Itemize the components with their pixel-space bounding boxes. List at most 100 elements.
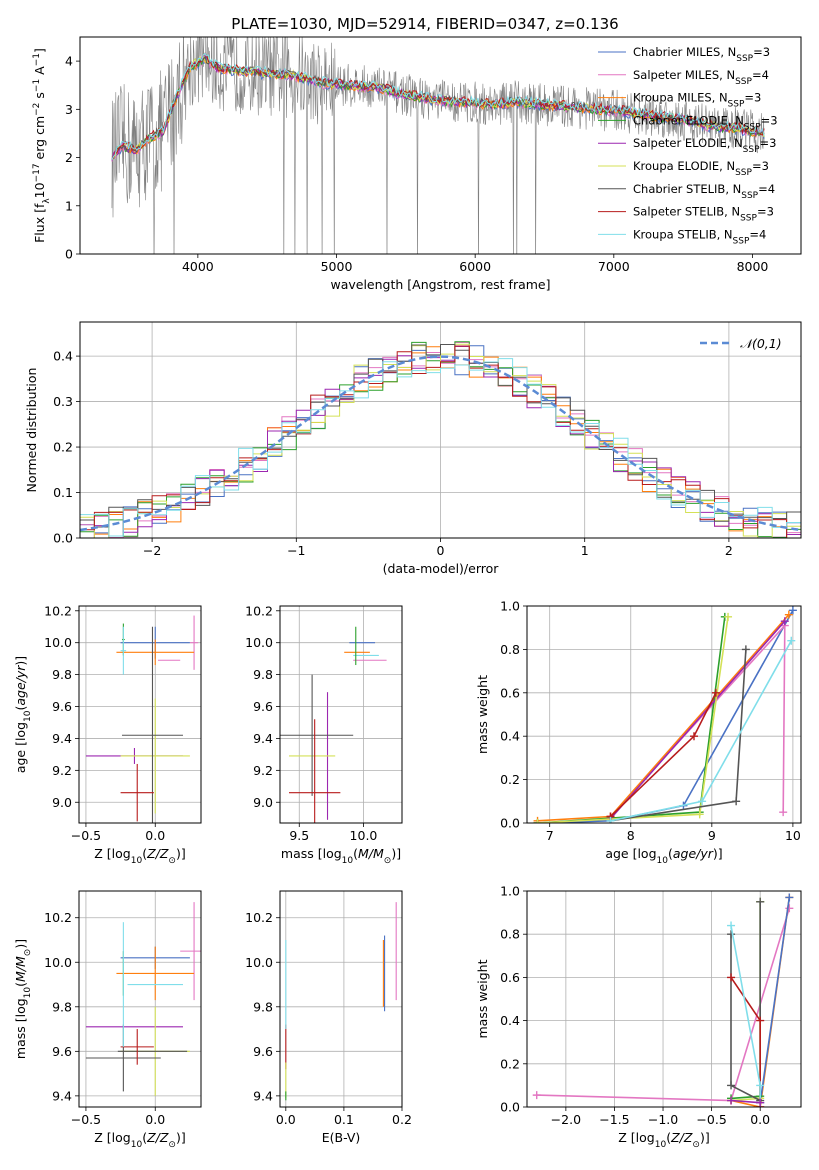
x-tick-label: −1.5 [599, 1112, 629, 1127]
age-vs-Z-frame [78, 605, 202, 824]
series-marker-salpeter_miles [532, 1091, 541, 1100]
y-tick-label: 0.0 [500, 1100, 520, 1115]
y-tick-label: 2 [65, 150, 73, 165]
spectrum-lines [111, 37, 765, 254]
x-tick-label: 8000 [737, 259, 769, 274]
legend-label: Chabrier ELODIE, NSSP=3 [633, 113, 778, 132]
massweight-vs-Z-frame [526, 890, 802, 1108]
hist-frame [79, 321, 802, 539]
x-axis-label: Z [log10(Z/Z⊙)] [618, 1130, 709, 1150]
series-marker-kroupa_stelib [698, 797, 707, 806]
y-tick-label: 9.6 [253, 699, 273, 714]
y-axis-label: Normed distribution [24, 368, 39, 493]
y-axis-label: mass weight [475, 675, 490, 754]
y-tick-label: 9.8 [253, 999, 273, 1014]
x-tick-label: 0.0 [750, 1112, 770, 1127]
series-marker-salpeter_stelib [689, 732, 698, 741]
spectrum-model-salpeter_stelib [111, 52, 765, 160]
massweight-vs-Z-lines [532, 893, 794, 1107]
series-marker-salpeter_stelib [711, 688, 720, 697]
series-line-kroupa_stelib [610, 640, 792, 822]
legend-label: Chabrier MILES, NSSP=3 [633, 45, 770, 64]
y-tick-label: 9.2 [52, 763, 72, 778]
series-marker-salpeter_elodie [756, 1098, 765, 1107]
series-marker-kroupa_elodie [695, 810, 704, 819]
x-tick-label: 0.0 [276, 1112, 296, 1127]
y-tick-label: 9.6 [253, 1044, 273, 1059]
y-tick-label: 10.2 [245, 910, 273, 925]
series-marker-chabrier_miles [788, 606, 797, 615]
x-tick-label: 6000 [459, 259, 491, 274]
x-axis-label: E(B-V) [322, 1130, 361, 1145]
y-tick-label: 9.4 [52, 1088, 72, 1103]
y-tick-label: 10.0 [44, 635, 72, 650]
x-tick-label: 9.5 [289, 828, 309, 843]
y-tick-label: 0.0 [500, 816, 520, 831]
series-marker-kroupa_elodie [533, 819, 542, 823]
y-tick-label: 0.3 [53, 394, 73, 409]
mass-vs-EBV-frame [279, 890, 403, 1108]
series-marker-kroupa_stelib [606, 816, 615, 823]
y-tick-label: 0.2 [500, 772, 520, 787]
series-marker-chabrier_stelib [727, 930, 736, 939]
legend-label: Kroupa STELIB, NSSP=4 [633, 227, 766, 246]
x-tick-label: 0.1 [334, 1112, 354, 1127]
x-tick-label: 7000 [598, 259, 630, 274]
hist-steps [80, 341, 801, 538]
y-tick-label: 0.6 [500, 970, 520, 985]
figure-title: PLATE=1030, MJD=52914, FIBERID=0347, z=0… [231, 15, 618, 33]
spectrum-model-kroupa_stelib [111, 52, 765, 160]
x-tick-label: 0.0 [145, 1112, 165, 1127]
x-axis-label: age [log10(age/yr)] [605, 846, 722, 866]
series-marker-salpeter_stelib [756, 1016, 765, 1025]
x-tick-label: 0.2 [392, 1112, 412, 1127]
x-tick-label: 5000 [321, 259, 353, 274]
y-tick-label: 0.8 [500, 642, 520, 657]
x-tick-label: 4000 [182, 259, 214, 274]
x-axis-label: wavelength [Angstrom, rest frame] [330, 277, 550, 292]
massweight-vs-age-lines [533, 606, 797, 823]
chart-panels: 4000 5000 6000 7000 8000 0 1 2 3 4 wavelength [Ang… [13, 36, 802, 1150]
series-marker-kroupa_stelib [756, 1081, 765, 1090]
spectrum-data-line [111, 37, 765, 254]
y-tick-label: 10.2 [245, 603, 273, 618]
x-tick-label: −0.5 [696, 1112, 726, 1127]
series-marker-chabrier_stelib [741, 645, 750, 654]
series-marker-chabrier_stelib [756, 897, 765, 906]
x-axis-label: (data-model)/error [383, 561, 500, 576]
y-tick-label: 9.8 [52, 667, 72, 682]
series-marker-kroupa_miles [784, 610, 793, 619]
series-line-salpeter_elodie [609, 620, 786, 820]
y-tick-label: 4 [65, 54, 73, 69]
legend-label: Salpeter ELODIE, NSSP=3 [633, 136, 776, 155]
y-tick-label: 9.6 [52, 1044, 72, 1059]
series-marker-salpeter_elodie [780, 617, 789, 626]
series-marker-salpeter_stelib [727, 973, 736, 982]
spectrum-axes: 4000 5000 6000 7000 8000 0 1 2 3 4 [65, 54, 768, 274]
x-tick-label: 1 [581, 543, 589, 558]
y-tick-label: 1.0 [500, 884, 520, 899]
y-tick-label: 0.0 [53, 531, 73, 546]
y-tick-label: 0.4 [500, 1013, 520, 1028]
y-tick-label: 9.0 [52, 795, 72, 810]
normal-curve [80, 355, 801, 532]
series-line-chabrier_miles [537, 609, 794, 823]
spectrum-frame [79, 36, 802, 255]
hist-series-salpeter_stelib [80, 345, 801, 538]
y-tick-label: 1.0 [500, 599, 520, 614]
x-tick-label: 10 [785, 828, 801, 843]
y-tick-label: 9.0 [253, 795, 273, 810]
y-tick-label: 0.2 [53, 440, 73, 455]
y-axis-label: age [log10(age/yr)] [13, 656, 33, 773]
x-axis-label: mass [log10(M/M⊙)] [281, 846, 401, 866]
y-tick-label: 9.8 [52, 999, 72, 1014]
series-line-chabrier_miles [759, 897, 791, 1103]
x-tick-label: 10.0 [350, 828, 378, 843]
y-tick-label: 10.0 [245, 635, 273, 650]
massweight-vs-age-frame [526, 605, 802, 824]
age-vs-Z-points [85, 615, 199, 823]
legend-label: Salpeter STELIB, NSSP=3 [633, 205, 774, 224]
legend-label: Kroupa MILES, NSSP=3 [633, 91, 761, 110]
y-tick-label: 0 [65, 247, 73, 262]
